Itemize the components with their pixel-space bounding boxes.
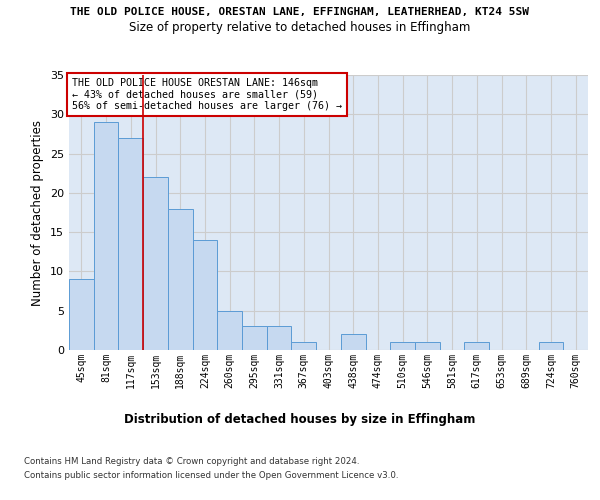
Bar [193, 240, 217, 350]
Bar [217, 310, 242, 350]
Bar [118, 138, 143, 350]
Bar [143, 177, 168, 350]
Bar [267, 326, 292, 350]
Bar [539, 342, 563, 350]
Bar [341, 334, 365, 350]
Text: Distribution of detached houses by size in Effingham: Distribution of detached houses by size … [124, 412, 476, 426]
Bar [415, 342, 440, 350]
Text: THE OLD POLICE HOUSE, ORESTAN LANE, EFFINGHAM, LEATHERHEAD, KT24 5SW: THE OLD POLICE HOUSE, ORESTAN LANE, EFFI… [71, 8, 530, 18]
Text: Contains HM Land Registry data © Crown copyright and database right 2024.: Contains HM Land Registry data © Crown c… [24, 458, 359, 466]
Bar [464, 342, 489, 350]
Bar [94, 122, 118, 350]
Bar [168, 208, 193, 350]
Text: Size of property relative to detached houses in Effingham: Size of property relative to detached ho… [130, 21, 470, 34]
Bar [292, 342, 316, 350]
Text: THE OLD POLICE HOUSE ORESTAN LANE: 146sqm
← 43% of detached houses are smaller (: THE OLD POLICE HOUSE ORESTAN LANE: 146sq… [71, 78, 341, 111]
Bar [390, 342, 415, 350]
Text: Contains public sector information licensed under the Open Government Licence v3: Contains public sector information licen… [24, 471, 398, 480]
Bar [242, 326, 267, 350]
Bar [69, 280, 94, 350]
Y-axis label: Number of detached properties: Number of detached properties [31, 120, 44, 306]
